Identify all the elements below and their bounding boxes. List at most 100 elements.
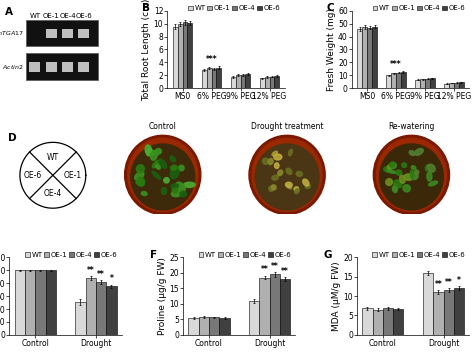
Text: B: B: [142, 3, 150, 13]
Text: OE-1: OE-1: [64, 171, 82, 180]
Legend: WT, OE-1, OE-4, OE-6: WT, OE-1, OE-4, OE-6: [370, 3, 468, 14]
Bar: [75, 302, 86, 335]
Bar: [211, 69, 217, 88]
Legend: WT, OE-1, OE-4, OE-6: WT, OE-1, OE-4, OE-6: [185, 3, 283, 14]
Bar: [260, 78, 264, 88]
Bar: [372, 27, 377, 88]
Bar: [444, 290, 454, 335]
Text: ***: ***: [390, 60, 402, 69]
Ellipse shape: [154, 190, 158, 195]
Ellipse shape: [148, 144, 155, 153]
Ellipse shape: [405, 185, 412, 192]
FancyBboxPatch shape: [26, 53, 98, 80]
Text: **: **: [87, 266, 95, 275]
Legend: WT, OE-1, OE-4, OE-6: WT, OE-1, OE-4, OE-6: [22, 249, 120, 261]
Bar: [280, 279, 291, 335]
Ellipse shape: [140, 176, 148, 184]
Bar: [188, 318, 199, 335]
Bar: [236, 75, 240, 88]
Ellipse shape: [295, 160, 301, 166]
Ellipse shape: [149, 162, 154, 168]
Bar: [249, 301, 259, 335]
Ellipse shape: [424, 157, 430, 166]
Bar: [425, 79, 430, 88]
Ellipse shape: [419, 150, 428, 157]
Ellipse shape: [298, 188, 304, 194]
Ellipse shape: [144, 174, 155, 179]
Text: OE-1: OE-1: [43, 13, 60, 19]
Ellipse shape: [380, 144, 443, 210]
Text: F: F: [150, 250, 157, 260]
Text: G: G: [323, 250, 332, 260]
Bar: [396, 73, 401, 88]
Ellipse shape: [125, 135, 201, 215]
Ellipse shape: [150, 172, 155, 180]
Ellipse shape: [428, 177, 435, 183]
Ellipse shape: [131, 144, 195, 210]
Text: OE-6: OE-6: [75, 13, 92, 19]
Bar: [25, 270, 35, 335]
Bar: [357, 29, 362, 88]
Bar: [209, 318, 219, 335]
Ellipse shape: [402, 160, 409, 167]
Bar: [178, 24, 182, 88]
Ellipse shape: [265, 176, 271, 181]
Text: WT: WT: [29, 13, 40, 19]
Ellipse shape: [386, 167, 391, 172]
Bar: [274, 76, 279, 88]
Ellipse shape: [128, 138, 198, 212]
Ellipse shape: [163, 180, 169, 186]
Bar: [362, 309, 373, 335]
Ellipse shape: [270, 155, 274, 158]
Ellipse shape: [297, 165, 302, 171]
Ellipse shape: [145, 175, 153, 183]
Text: A: A: [5, 7, 13, 17]
Bar: [391, 73, 396, 88]
Bar: [217, 68, 221, 88]
Text: **: **: [445, 278, 453, 287]
Y-axis label: MDA (μM/g FW): MDA (μM/g FW): [332, 261, 341, 331]
Ellipse shape: [421, 175, 429, 180]
Bar: [199, 317, 209, 335]
FancyBboxPatch shape: [78, 29, 89, 38]
Bar: [46, 270, 56, 335]
Bar: [383, 309, 393, 335]
Ellipse shape: [300, 178, 306, 185]
Ellipse shape: [136, 157, 143, 168]
Ellipse shape: [301, 170, 305, 176]
Y-axis label: Proline (μg/g FW): Proline (μg/g FW): [158, 257, 167, 335]
Ellipse shape: [178, 179, 187, 183]
Ellipse shape: [164, 168, 171, 177]
Ellipse shape: [414, 190, 422, 197]
FancyBboxPatch shape: [29, 62, 40, 72]
Ellipse shape: [152, 167, 157, 172]
Bar: [367, 28, 372, 88]
Text: **: **: [261, 265, 268, 274]
Bar: [231, 77, 236, 88]
Ellipse shape: [166, 190, 173, 194]
Text: Re-watering: Re-watering: [388, 122, 435, 131]
Bar: [459, 82, 464, 88]
Ellipse shape: [376, 138, 447, 212]
Ellipse shape: [398, 171, 405, 176]
Ellipse shape: [179, 146, 183, 157]
Text: $GmTGA17$: $GmTGA17$: [0, 29, 24, 37]
Ellipse shape: [293, 183, 300, 188]
Text: ***: ***: [206, 55, 218, 64]
Ellipse shape: [175, 175, 181, 182]
Ellipse shape: [255, 144, 319, 210]
Ellipse shape: [387, 185, 392, 190]
Bar: [264, 77, 270, 88]
Bar: [362, 27, 367, 88]
Text: Control: Control: [149, 122, 177, 131]
Ellipse shape: [181, 177, 187, 186]
Ellipse shape: [288, 179, 294, 185]
FancyBboxPatch shape: [26, 20, 98, 46]
FancyBboxPatch shape: [78, 62, 89, 72]
Ellipse shape: [395, 149, 401, 155]
Ellipse shape: [306, 184, 310, 190]
Ellipse shape: [397, 186, 402, 192]
Ellipse shape: [374, 135, 449, 215]
Bar: [270, 274, 280, 335]
Text: *: *: [109, 274, 113, 283]
